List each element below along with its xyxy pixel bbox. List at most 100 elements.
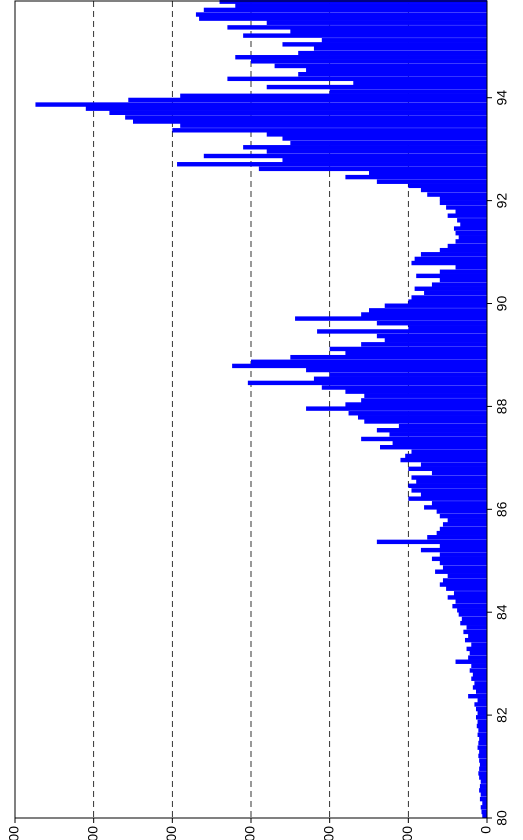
- bar: [442, 565, 487, 570]
- bar: [376, 179, 487, 184]
- bar: [439, 277, 487, 283]
- bar: [177, 162, 487, 167]
- bar: [447, 243, 487, 249]
- bar: [361, 398, 487, 403]
- bar: [439, 543, 487, 549]
- bar: [479, 766, 487, 771]
- bar: [479, 758, 487, 763]
- bar: [477, 732, 487, 738]
- bar: [128, 97, 487, 103]
- bar: [411, 260, 487, 266]
- bar: [321, 385, 487, 390]
- bar: [477, 745, 487, 750]
- bar: [478, 740, 487, 746]
- bar: [180, 93, 487, 99]
- x-tick-label: 86: [494, 501, 510, 517]
- bar: [455, 230, 487, 236]
- bar: [361, 436, 487, 442]
- bar: [439, 552, 487, 557]
- bar: [479, 784, 487, 789]
- bar: [369, 308, 487, 313]
- bar: [472, 685, 487, 690]
- bar: [474, 702, 487, 707]
- bar: [282, 42, 487, 47]
- bar: [235, 55, 487, 60]
- bar: [266, 132, 487, 137]
- bar: [480, 779, 487, 784]
- bar: [463, 629, 487, 635]
- bar: [446, 586, 487, 591]
- bar: [457, 608, 487, 613]
- bar: [439, 247, 487, 253]
- bar: [477, 710, 487, 716]
- bar: [464, 637, 487, 643]
- bar: [447, 595, 487, 600]
- bar: [442, 578, 487, 583]
- bar: [376, 321, 487, 326]
- bar: [282, 136, 487, 141]
- y-tick-label: 1000: [320, 826, 336, 840]
- bar: [408, 496, 487, 501]
- bar: [455, 209, 487, 214]
- bar: [290, 354, 487, 360]
- bar: [479, 796, 487, 802]
- bar: [180, 123, 487, 128]
- bar: [414, 286, 487, 291]
- bar: [411, 449, 487, 455]
- bar: [400, 457, 487, 463]
- x-tick-label: 84: [494, 604, 510, 620]
- bar: [474, 681, 487, 686]
- bar: [460, 222, 487, 227]
- x-tick-label: 90: [494, 296, 510, 312]
- bar: [357, 415, 487, 420]
- x-tick-label: 94: [494, 90, 510, 106]
- bar: [298, 71, 487, 77]
- bar: [431, 556, 487, 562]
- bar: [436, 530, 487, 536]
- bar: [345, 389, 487, 394]
- bar: [480, 805, 487, 810]
- bar: [436, 509, 487, 514]
- bar: [306, 67, 487, 73]
- bar: [460, 620, 487, 626]
- bar: [480, 792, 487, 797]
- bar: [447, 213, 487, 218]
- bar: [431, 282, 487, 287]
- bar: [427, 192, 487, 197]
- bar: [411, 295, 487, 300]
- bar: [408, 299, 487, 304]
- y-tick-label: 2000: [163, 826, 179, 840]
- bar: [457, 218, 487, 223]
- bar: [35, 102, 487, 107]
- x-tick-label: 92: [494, 193, 510, 209]
- bar: [447, 573, 487, 579]
- y-tick-label: 0: [478, 826, 494, 834]
- x-tick-label: 88: [494, 398, 510, 414]
- bar: [203, 153, 488, 159]
- bar: [477, 719, 487, 725]
- bar: [125, 115, 487, 120]
- bar: [364, 419, 487, 424]
- bar: [369, 170, 487, 176]
- bar: [232, 363, 487, 369]
- bar: [476, 723, 487, 729]
- bar: [439, 582, 487, 587]
- bar: [446, 205, 487, 210]
- bar: [479, 762, 487, 767]
- bar: [199, 16, 487, 21]
- bar: [329, 89, 487, 94]
- bar: [109, 110, 488, 116]
- bar: [317, 329, 487, 334]
- bar: [243, 33, 487, 38]
- bar: [455, 659, 487, 664]
- bar: [442, 522, 487, 527]
- bar: [408, 466, 487, 472]
- bar: [345, 402, 487, 407]
- bar: [427, 535, 487, 540]
- bar: [478, 771, 487, 776]
- bar: [481, 809, 487, 815]
- bar: [376, 333, 487, 339]
- bar: [416, 479, 487, 484]
- bar: [313, 46, 487, 51]
- bar: [420, 252, 487, 257]
